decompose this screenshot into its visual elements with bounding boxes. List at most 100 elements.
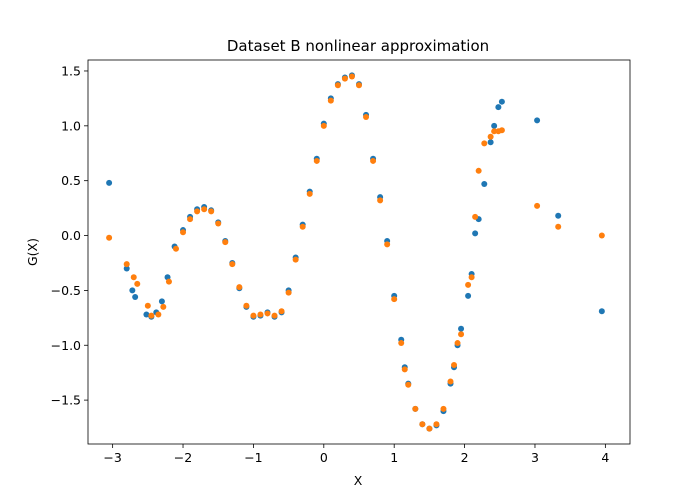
data-point [426, 425, 433, 432]
data-point [458, 325, 465, 332]
data-point [299, 223, 306, 230]
data-point [433, 421, 440, 428]
data-point [495, 104, 502, 111]
data-point [292, 256, 299, 263]
data-point [144, 302, 151, 309]
data-point [370, 157, 377, 164]
x-tick-label: −3 [103, 450, 121, 465]
data-point [327, 97, 334, 104]
data-point [271, 312, 278, 319]
axis-ticks: −3 −2 −1 0 1 2 3 4 −1.5 −1.0 −0.5 0.0 0.5 1.0 1.5 [51, 63, 610, 465]
data-point [481, 140, 488, 147]
data-point [498, 98, 505, 105]
data-point [129, 287, 136, 294]
data-point [348, 73, 355, 80]
data-point [306, 190, 313, 197]
data-point [491, 128, 498, 135]
data-point [132, 293, 139, 300]
x-tick-label: 1 [390, 450, 398, 465]
data-point [447, 378, 454, 385]
data-point [208, 208, 215, 215]
data-point [278, 308, 285, 315]
data-point [481, 180, 488, 187]
data-point [454, 340, 461, 347]
data-point [257, 311, 264, 318]
data-point [468, 274, 475, 281]
data-point [229, 261, 236, 268]
y-tick-label: −1.5 [51, 393, 81, 408]
data-point [123, 265, 130, 272]
data-point [487, 139, 494, 146]
data-point [158, 298, 165, 305]
data-point [320, 122, 327, 129]
data-point [187, 216, 194, 223]
data-point [160, 303, 167, 310]
data-point [155, 311, 162, 318]
data-point [243, 302, 250, 309]
data-point [143, 311, 150, 318]
data-point [215, 220, 222, 227]
x-tick-label: 3 [531, 450, 539, 465]
data-point [356, 82, 362, 89]
data-point [148, 312, 155, 319]
y-tick-label: 0.0 [61, 228, 81, 243]
data-point [419, 421, 426, 428]
data-point [123, 261, 130, 268]
data-point [534, 202, 541, 209]
data-point [401, 366, 408, 373]
data-point [598, 308, 605, 315]
y-tick-label: 1.5 [61, 63, 81, 78]
data-point [130, 274, 137, 281]
data-point [264, 310, 271, 317]
data-point [391, 296, 398, 303]
data-point [412, 405, 419, 412]
y-tick-label: 1.0 [61, 118, 81, 133]
data-point [398, 340, 405, 347]
data-point [498, 127, 505, 134]
data-point [341, 75, 348, 82]
data-point [491, 122, 498, 129]
y-tick-label: 0.5 [61, 173, 81, 188]
data-point [555, 212, 562, 219]
data-point [194, 208, 201, 215]
x-tick-label: −1 [244, 450, 262, 465]
series-2-points [106, 73, 605, 432]
y-axis-label: G(X) [25, 238, 40, 266]
data-point [405, 381, 412, 388]
y-tick-label: −1.0 [51, 338, 81, 353]
data-point [222, 239, 229, 246]
data-points [106, 72, 605, 432]
data-point [487, 133, 494, 140]
data-point [451, 362, 458, 369]
data-point [250, 312, 257, 319]
plot-frame [87, 59, 631, 445]
data-point [465, 292, 472, 299]
data-point [472, 230, 479, 237]
data-point [165, 278, 172, 285]
data-point [201, 206, 208, 213]
x-tick-label: 2 [461, 450, 469, 465]
data-point [334, 82, 341, 89]
data-point [180, 229, 187, 236]
data-point [475, 167, 482, 174]
data-point [236, 284, 243, 291]
data-point [313, 157, 320, 164]
data-point [106, 179, 113, 186]
data-point [555, 223, 562, 230]
data-point [106, 234, 113, 241]
data-point [465, 281, 472, 288]
data-point [440, 405, 447, 412]
data-point [384, 241, 391, 248]
data-point [377, 197, 384, 204]
data-point [534, 117, 541, 124]
x-tick-label: 4 [601, 450, 609, 465]
x-axis-label: X [354, 473, 363, 488]
data-point [172, 245, 179, 252]
data-point [134, 280, 141, 287]
data-point [363, 114, 370, 121]
x-tick-label: 0 [320, 450, 328, 465]
series-1-points [106, 72, 605, 432]
data-point [458, 331, 465, 338]
